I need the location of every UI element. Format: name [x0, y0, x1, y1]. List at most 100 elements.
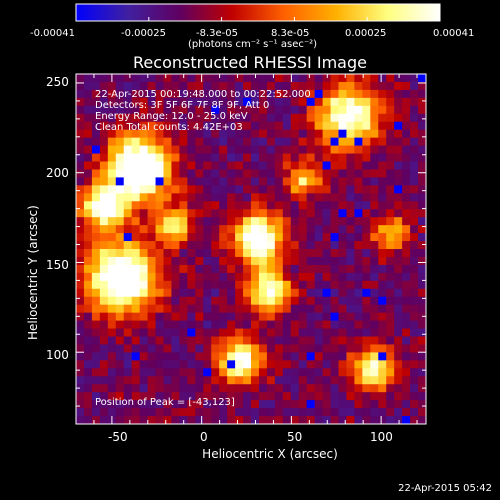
heatmap-pixel — [306, 384, 316, 393]
heatmap-pixel — [362, 384, 371, 393]
heatmap-pixel — [394, 225, 403, 234]
heatmap-pixel — [314, 312, 323, 321]
heatmap-pixel — [131, 328, 141, 337]
heatmap-pixel — [115, 113, 125, 123]
heatmap-pixel — [195, 225, 204, 234]
heatmap-pixel — [227, 360, 236, 369]
heatmap-pixel — [139, 360, 148, 369]
heatmap-pixel — [354, 169, 363, 178]
heatmap-pixel — [99, 201, 109, 210]
heatmap-pixel — [394, 185, 403, 194]
heatmap-pixel — [346, 312, 355, 321]
heatmap-pixel — [171, 280, 180, 290]
heatmap-pixel — [76, 97, 85, 107]
heatmap-pixel — [83, 392, 93, 401]
heatmap-pixel — [290, 368, 300, 377]
heatmap-pixel — [394, 352, 403, 361]
heatmap-pixel — [107, 368, 117, 377]
heatmap-pixel — [314, 344, 323, 353]
heatmap-pixel — [211, 217, 220, 226]
heatmap-pixel — [314, 392, 323, 401]
heatmap-pixel — [139, 280, 148, 290]
heatmap-pixel — [282, 193, 292, 202]
heatmap-pixel — [410, 74, 419, 83]
heatmap-pixel — [163, 225, 172, 234]
heatmap-pixel — [171, 121, 180, 131]
heatmap-pixel — [290, 89, 300, 99]
heatmap-pixel — [274, 352, 284, 361]
heatmap-pixel — [394, 328, 403, 337]
heatmap-pixel — [370, 360, 379, 369]
heatmap-pixel — [322, 233, 331, 242]
heatmap-pixel — [282, 320, 292, 329]
heatmap-pixel — [338, 328, 347, 337]
heatmap-pixel — [330, 376, 339, 385]
heatmap-pixel — [243, 400, 252, 409]
heatmap-pixel — [235, 328, 244, 337]
heatmap-pixel — [362, 74, 371, 83]
heatmap-pixel — [107, 113, 117, 123]
heatmap-pixel — [418, 113, 427, 123]
heatmap-pixel — [99, 249, 109, 258]
heatmap-pixel — [227, 336, 236, 345]
heatmap-pixel — [370, 209, 379, 218]
heatmap-pixel — [338, 280, 347, 290]
heatmap-pixel — [147, 336, 156, 345]
heatmap-pixel — [83, 264, 93, 274]
heatmap-pixel — [235, 137, 244, 146]
heatmap-pixel — [354, 288, 363, 298]
heatmap-pixel — [266, 185, 276, 194]
heatmap-pixel — [290, 153, 300, 162]
heatmap-pixel — [115, 161, 125, 170]
heatmap-pixel — [155, 320, 164, 329]
heatmap-pixel — [211, 161, 220, 170]
heatmap-pixel — [290, 74, 300, 83]
heatmap-pixel — [362, 368, 371, 377]
heatmap-pixel — [394, 280, 403, 290]
heatmap-pixel — [418, 161, 427, 170]
heatmap-pixel — [163, 328, 172, 337]
heatmap-pixel — [306, 352, 316, 361]
heatmap-pixel — [322, 161, 331, 170]
heatmap-pixel — [282, 89, 292, 99]
heatmap-pixel — [370, 145, 379, 154]
heatmap-pixel — [107, 193, 117, 202]
heatmap-pixel — [235, 304, 244, 314]
heatmap-pixel — [171, 256, 180, 266]
heatmap-pixel — [211, 145, 220, 154]
heatmap-pixel — [107, 209, 117, 218]
heatmap-pixel — [378, 408, 387, 417]
heatmap-pixel — [243, 280, 252, 290]
heatmap-pixel — [76, 185, 85, 194]
heatmap-pixel — [139, 352, 148, 361]
heatmap-pixel — [346, 177, 355, 186]
heatmap-pixel — [243, 74, 252, 83]
heatmap-pixel — [354, 376, 363, 385]
heatmap-pixel — [131, 185, 141, 194]
heatmap-pixel — [346, 416, 355, 425]
heatmap-pixel — [378, 288, 387, 298]
heatmap-pixel — [314, 272, 323, 282]
heatmap-pixel — [274, 113, 284, 123]
heatmap-pixel — [163, 400, 172, 409]
heatmap-pixel — [298, 209, 308, 218]
heatmap-pixel — [139, 89, 148, 99]
heatmap-pixel — [330, 97, 339, 107]
heatmap-pixel — [410, 105, 419, 115]
heatmap-pixel — [76, 105, 85, 115]
heatmap-pixel — [219, 304, 228, 314]
heatmap-pixel — [219, 137, 228, 146]
heatmap-pixel — [402, 129, 411, 139]
heatmap-pixel — [76, 320, 85, 329]
heatmap-pixel — [266, 105, 276, 115]
heatmap-pixel — [99, 320, 109, 329]
heatmap-pixel — [171, 209, 180, 218]
heatmap-pixel — [123, 376, 133, 385]
heatmap-pixel — [346, 376, 355, 385]
heatmap-pixel — [362, 288, 371, 298]
heatmap-pixel — [314, 185, 323, 194]
heatmap-pixel — [251, 304, 260, 314]
heatmap-pixel — [370, 201, 379, 210]
heatmap-pixel — [251, 256, 260, 266]
heatmap-pixel — [258, 217, 268, 226]
